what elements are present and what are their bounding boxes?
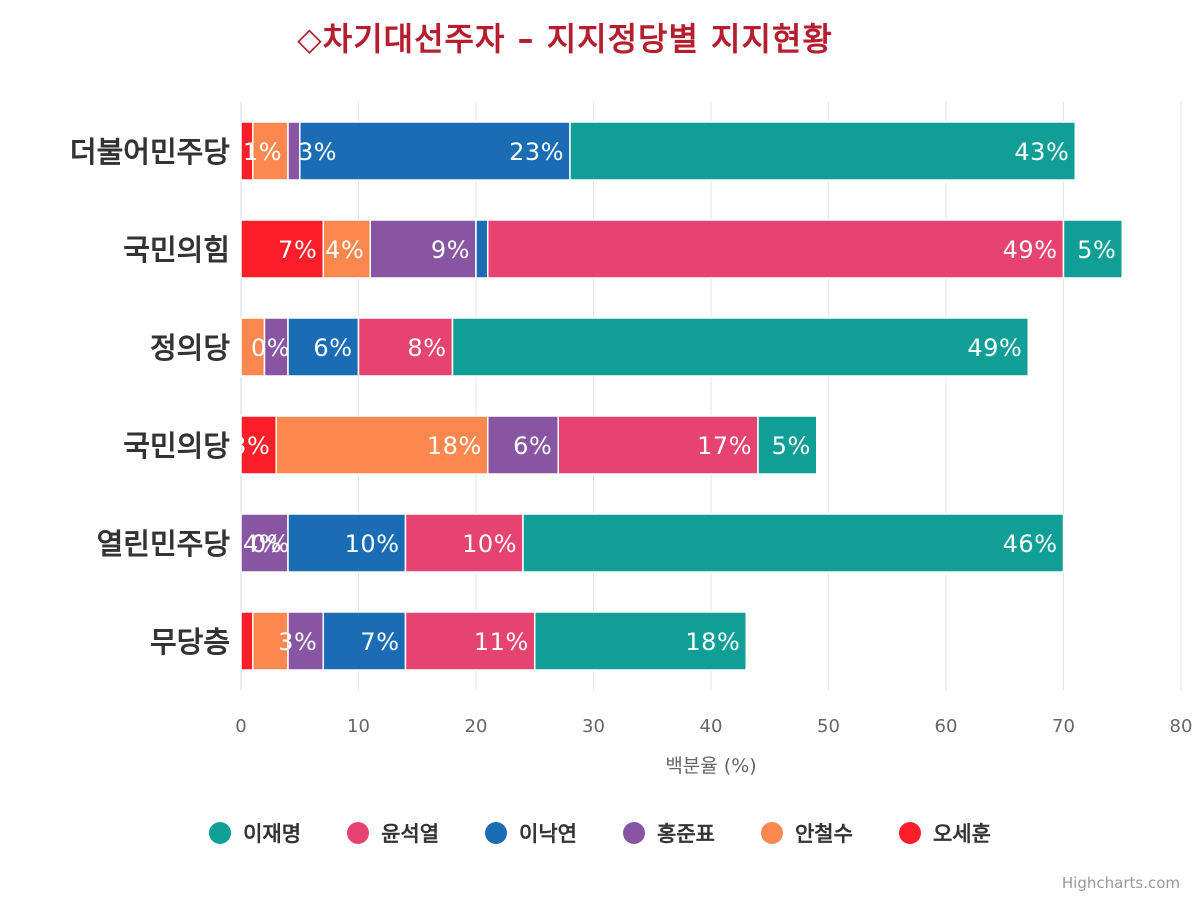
data-label: 10% [345,530,400,558]
bar-segment[interactable] [287,611,324,671]
chart-title: ◇차기대선주자 – 지지정당별 지지현황 [297,20,833,58]
data-label: 5% [772,432,811,460]
bar-segment[interactable] [240,219,324,279]
data-label: 10% [462,530,517,558]
data-label: 6% [513,432,552,460]
legend-marker-icon [209,822,232,844]
bar-segment[interactable] [404,513,524,573]
data-label: 1% [243,138,282,166]
bar-segment[interactable] [369,219,477,279]
legend-marker-icon [485,822,508,844]
data-label: 49% [1003,236,1058,264]
legend-item[interactable]: 홍준표 [623,818,715,848]
data-label: 17% [697,432,752,460]
bar-segment[interactable] [1062,219,1123,279]
legend-marker-icon [623,822,645,844]
x-axis-title: 백분율 (%) [665,755,756,777]
data-label: 11% [474,628,529,656]
data-label: 43% [1014,138,1069,166]
x-tick-label: 10 [347,716,370,737]
bar-segment[interactable] [451,317,1029,377]
x-tick-label: 50 [817,716,840,737]
legend-item[interactable]: 오세훈 [898,818,991,848]
legend-label: 이재명 [243,822,302,846]
x-tick-label: 20 [465,716,488,737]
legend-label: 안철수 [794,822,853,846]
bar-segment[interactable] [569,121,1076,181]
legend-label: 윤석열 [381,822,440,846]
data-label: 6% [313,334,352,362]
x-tick-label: 60 [935,716,958,737]
data-label: 49% [967,334,1022,362]
data-label: 0% [251,530,290,558]
bar-segment[interactable] [322,219,371,279]
category-label: 열린민주당 [97,527,231,561]
legend-marker-icon [760,822,783,844]
data-label: 8% [407,334,446,362]
bar-segment[interactable] [534,611,747,671]
legend-item[interactable]: 윤석열 [347,818,439,848]
bar-segment[interactable] [240,513,289,573]
bar-segment[interactable] [240,415,277,475]
data-label: 5% [1077,236,1116,264]
bar-segment[interactable] [299,121,571,181]
data-label: 7% [360,628,399,656]
data-label: 3% [298,138,337,166]
legend-marker-icon [347,822,370,844]
data-label: 9% [431,236,470,264]
legend-item[interactable]: 안철수 [760,818,853,848]
legend-label: 오세훈 [932,822,991,846]
category-label: 정의당 [150,331,230,365]
bar-segment[interactable] [287,317,360,377]
data-label: 4% [325,236,364,264]
x-tick-label: 0 [235,716,246,737]
bar-segment[interactable] [757,415,818,475]
category-label: 국민의힘 [123,233,230,267]
data-label: 7% [278,236,317,264]
category-label: 무당층 [150,625,230,659]
legend: 이재명 윤석열 이낙연 홍준표 안철수 오세훈 [0,818,1200,848]
bar-segment[interactable] [557,415,759,475]
bar-segment[interactable] [487,415,559,475]
legend-label: 이낙연 [519,822,577,846]
bar-segment[interactable] [287,513,407,573]
legend-item[interactable]: 이재명 [209,818,301,848]
bar-segment[interactable] [240,611,254,671]
legend-marker-icon [898,822,921,844]
bar-segment[interactable] [322,611,407,671]
bar-segment[interactable] [487,219,1065,279]
legend-item[interactable]: 이낙연 [485,818,577,848]
bar-segment[interactable] [475,219,489,279]
data-label: 23% [509,138,564,166]
data-label: 3% [278,628,317,656]
x-tick-label: 30 [582,716,605,737]
x-tick-label: 40 [700,716,723,737]
data-label: 46% [1003,530,1058,558]
data-label: 0% [251,334,290,362]
bar-segment[interactable] [522,513,1065,573]
x-tick-label: 80 [1170,716,1193,737]
data-label: 4% [243,530,282,558]
bar-segment[interactable] [404,611,536,671]
data-label: 18% [427,432,482,460]
data-label: 3% [231,432,270,460]
data-label: 18% [685,628,740,656]
category-label: 국민의당 [123,429,230,463]
category-label: 더불어민주당 [70,135,230,169]
credits-link[interactable]: Highcharts.com [1061,874,1180,892]
legend-label: 홍준표 [657,822,715,846]
x-tick-label: 70 [1052,716,1075,737]
